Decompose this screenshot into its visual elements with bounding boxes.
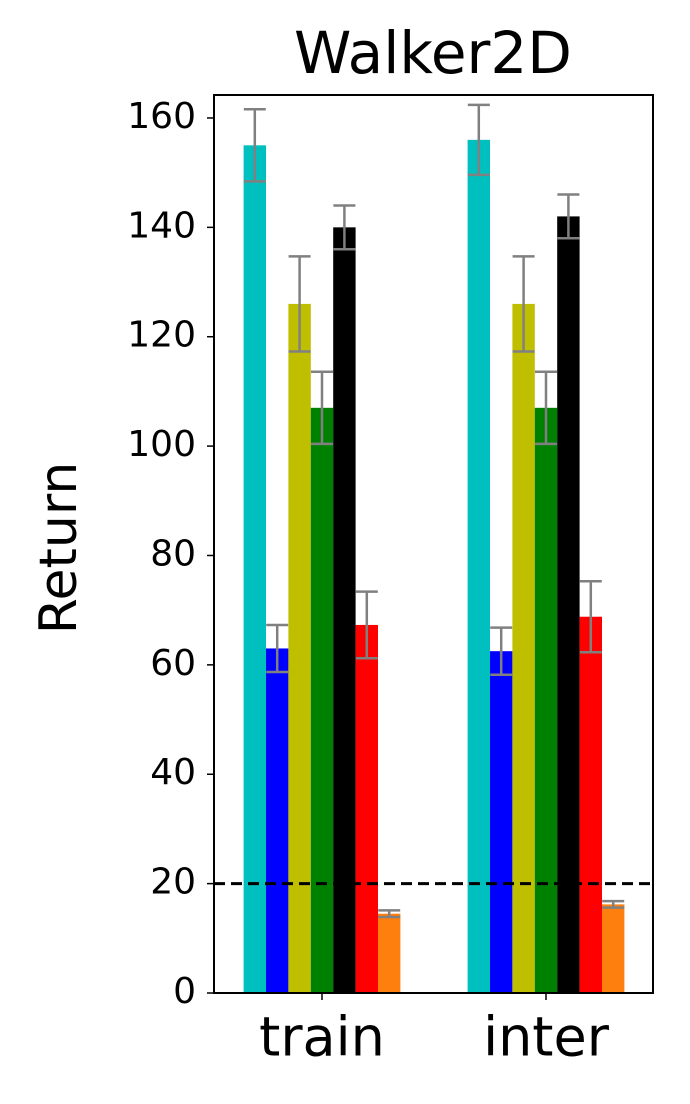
y-tick-label: 40 bbox=[150, 752, 196, 793]
y-tick-label: 0 bbox=[173, 971, 196, 1012]
y-tick-label: 20 bbox=[150, 862, 196, 903]
chart-title: Walker2D bbox=[294, 19, 572, 87]
y-tick-label: 160 bbox=[127, 96, 196, 137]
x-tick-label: inter bbox=[483, 1006, 610, 1069]
bar bbox=[602, 904, 625, 993]
y-tick-label: 80 bbox=[150, 533, 196, 574]
y-tick-label: 120 bbox=[127, 315, 196, 356]
bar bbox=[490, 651, 513, 993]
y-axis-label: Return bbox=[29, 462, 89, 635]
bar bbox=[467, 139, 490, 993]
y-tick-label: 140 bbox=[127, 205, 196, 246]
bar bbox=[243, 145, 266, 993]
y-tick-label: 100 bbox=[127, 424, 196, 465]
bar bbox=[355, 624, 378, 993]
bar bbox=[579, 616, 602, 993]
x-tick-label: train bbox=[259, 1006, 385, 1069]
plot-frame bbox=[213, 94, 654, 994]
bar bbox=[288, 303, 311, 993]
bar bbox=[310, 407, 334, 994]
bar bbox=[378, 913, 401, 993]
y-tick-label: 60 bbox=[150, 643, 196, 684]
bar bbox=[512, 303, 535, 993]
bar bbox=[266, 648, 289, 993]
bar bbox=[534, 407, 558, 994]
bar bbox=[557, 216, 580, 994]
bar bbox=[333, 227, 356, 993]
